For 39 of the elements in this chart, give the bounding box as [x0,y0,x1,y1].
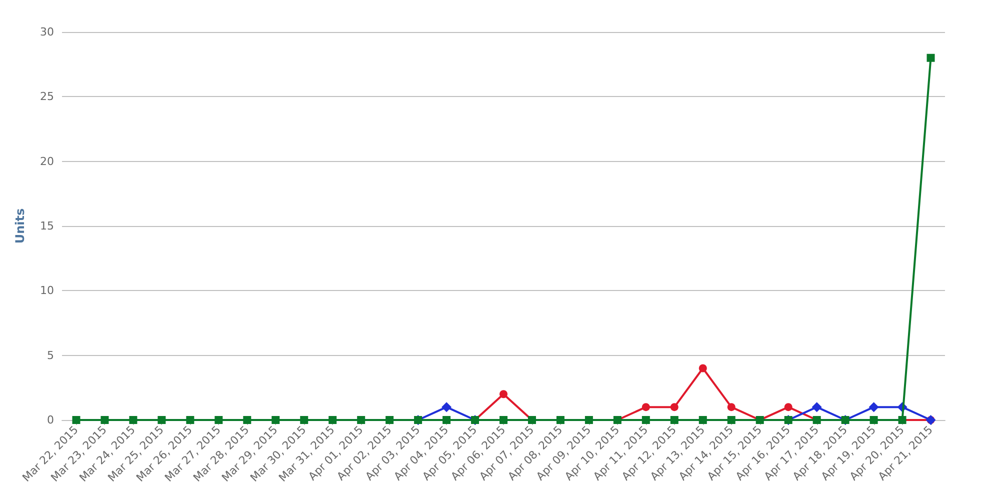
y-axis-title: Units [13,208,27,244]
point [186,416,194,424]
y-tick-label: 0 [47,414,54,426]
point [500,390,508,398]
point [328,416,337,424]
point [214,416,223,424]
point [243,416,252,424]
point [584,416,593,424]
point [870,416,878,424]
point [670,416,678,424]
point [642,416,650,424]
point [698,416,707,424]
y-tick-label: 25 [40,90,54,104]
point [357,416,366,424]
y-tick-label: 5 [47,348,54,362]
point [926,54,935,62]
point [72,416,80,424]
point [812,402,822,412]
point [100,416,109,424]
point [129,416,138,424]
point [272,416,280,424]
point [670,403,678,412]
point [158,416,166,424]
point [642,403,650,412]
point [300,416,308,424]
point [784,403,792,412]
point [386,416,394,424]
point [556,416,564,424]
point [442,416,451,424]
point [698,364,707,372]
point [727,416,736,424]
point [442,402,452,412]
y-tick-label: 10 [40,284,54,298]
y-tick-label: 20 [40,154,54,168]
point [727,403,736,412]
point [500,416,508,424]
y-tick-label: 15 [40,220,54,232]
y-tick-label: 30 [40,26,54,38]
point [868,402,879,412]
